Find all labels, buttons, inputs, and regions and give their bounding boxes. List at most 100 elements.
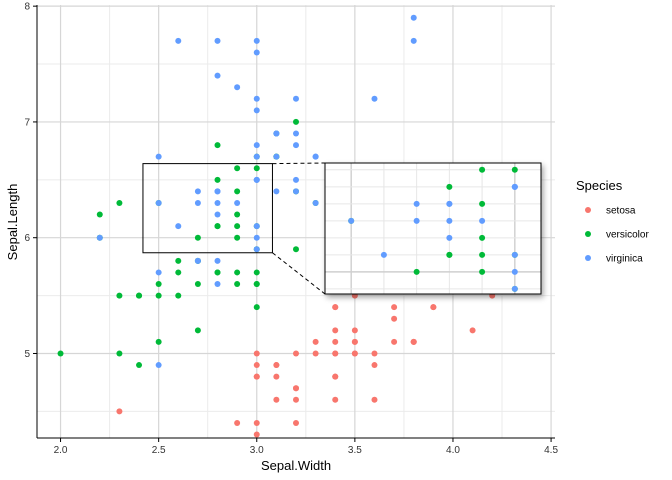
point-virginica (253, 176, 260, 183)
point-setosa (371, 396, 378, 403)
point-versicolor (214, 223, 221, 230)
point-virginica (410, 14, 417, 21)
legend: Species setosa versicolor virginica (576, 178, 649, 265)
point-virginica (410, 37, 417, 44)
inset-point-versicolor (479, 251, 486, 258)
point-versicolor (293, 118, 299, 125)
point-virginica (293, 130, 299, 137)
x-tick-label: 2.5 (152, 445, 166, 456)
inset-point-versicolor (479, 166, 486, 173)
y-tick-label: 7 (24, 117, 30, 128)
point-virginica (253, 37, 260, 44)
point-virginica (155, 153, 162, 160)
point-setosa (430, 304, 437, 311)
point-versicolor (214, 269, 221, 276)
point-versicolor (136, 292, 143, 299)
inset-point-virginica (446, 234, 453, 241)
point-versicolor (293, 246, 299, 253)
point-virginica (214, 37, 221, 44)
point-versicolor (175, 269, 182, 276)
point-setosa (332, 338, 339, 345)
point-versicolor (155, 292, 162, 299)
point-setosa (293, 419, 299, 426)
zoom-inset-panel (324, 162, 542, 295)
point-setosa (351, 327, 358, 334)
point-virginica (253, 153, 260, 160)
point-virginica (214, 199, 221, 206)
legend-key-versicolor (585, 231, 591, 237)
point-versicolor (194, 234, 201, 241)
point-virginica (155, 199, 162, 206)
y-tick-label: 8 (24, 2, 30, 13)
point-setosa (332, 304, 339, 311)
point-virginica (273, 188, 280, 195)
point-versicolor (194, 327, 201, 334)
point-setosa (351, 338, 358, 345)
axes (36, 5, 555, 439)
legend-key-virginica (585, 255, 591, 261)
zoom-connector-line (272, 252, 326, 295)
y-tick-label: 5 (24, 349, 30, 360)
point-versicolor (96, 211, 103, 218)
point-versicolor (155, 281, 162, 288)
point-versicolor (234, 269, 241, 276)
point-virginica (175, 37, 182, 44)
x-tick-label: 4.0 (446, 445, 460, 456)
point-versicolor (116, 292, 123, 299)
legend-label-setosa: setosa (606, 206, 636, 217)
point-virginica (155, 269, 162, 276)
point-setosa (234, 419, 241, 426)
inset-point-versicolor (446, 251, 453, 258)
point-setosa (312, 350, 319, 357)
point-virginica (273, 130, 280, 137)
x-axis-title: Sepal.Width (261, 458, 331, 473)
point-virginica (253, 223, 260, 230)
point-versicolor (57, 350, 64, 357)
point-setosa (253, 362, 260, 369)
inset-point-versicolor (479, 200, 486, 207)
legend-key-setosa (585, 207, 591, 213)
y-axis-title: Sepal.Length (5, 184, 20, 261)
point-versicolor (136, 362, 143, 369)
point-virginica (214, 257, 221, 264)
point-versicolor (214, 176, 221, 183)
x-tick-label: 4.5 (544, 445, 558, 456)
inset-point-virginica (511, 183, 518, 190)
point-setosa (293, 396, 299, 403)
point-virginica (293, 188, 299, 195)
x-axis-ticks: 2.0 2.5 3.0 3.5 4.0 4.5 (54, 438, 558, 456)
point-setosa (371, 362, 378, 369)
x-tick-label: 3.5 (348, 445, 362, 456)
point-setosa (273, 373, 280, 380)
point-versicolor (194, 281, 201, 288)
point-setosa (253, 431, 260, 438)
point-setosa (293, 385, 299, 392)
inset-point-virginica (380, 251, 387, 258)
point-virginica (253, 142, 260, 149)
legend-label-versicolor: versicolor (606, 230, 649, 241)
point-virginica (214, 72, 221, 79)
point-setosa (410, 338, 417, 345)
point-virginica (214, 211, 221, 218)
inset-point-virginica (446, 200, 453, 207)
point-virginica (234, 199, 241, 206)
point-versicolor (234, 234, 241, 241)
point-versicolor (116, 350, 123, 357)
point-virginica (214, 281, 221, 288)
point-virginica (253, 49, 260, 56)
point-versicolor (234, 223, 241, 230)
point-versicolor (234, 165, 241, 172)
point-virginica (293, 142, 299, 149)
point-virginica (155, 362, 162, 369)
point-versicolor (116, 199, 123, 206)
point-virginica (253, 246, 260, 253)
point-versicolor (214, 142, 221, 149)
point-virginica (293, 176, 299, 183)
point-virginica (194, 257, 201, 264)
point-versicolor (234, 188, 241, 195)
point-setosa (253, 419, 260, 426)
point-setosa (312, 338, 319, 345)
legend-title: Species (576, 178, 623, 193)
point-setosa (293, 350, 299, 357)
legend-label-virginica: virginica (606, 254, 643, 265)
